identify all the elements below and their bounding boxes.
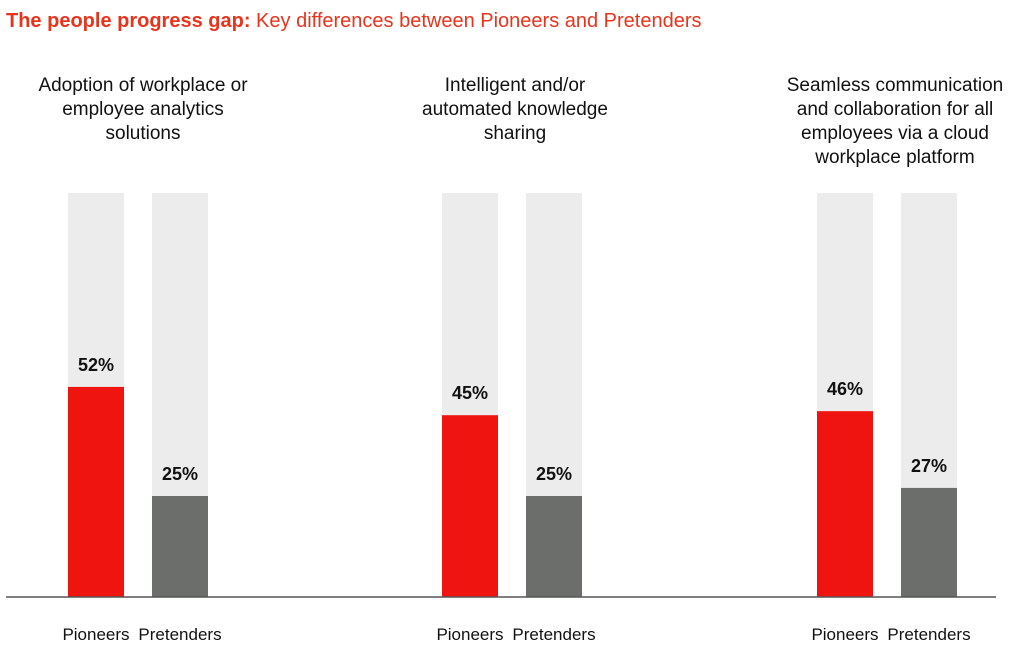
bar-pretenders-3 — [901, 487, 957, 597]
bar-pretenders-1 — [152, 496, 208, 597]
category-label-pioneers-1: Pioneers — [62, 625, 129, 644]
data-label-pretenders-1: 25% — [162, 464, 198, 484]
category-label-pioneers-2: Pioneers — [436, 625, 503, 644]
data-label-pioneers-1: 52% — [78, 355, 114, 375]
category-label-pretenders-1: Pretenders — [138, 625, 221, 644]
bar-pretenders-2 — [526, 496, 582, 597]
bar-pioneers-1 — [68, 386, 124, 597]
bar-pioneers-2 — [442, 415, 498, 597]
group-caption-2: Intelligent and/or automated knowledge s… — [422, 75, 608, 144]
category-label-pretenders-3: Pretenders — [887, 625, 970, 644]
chart-title-rest: Key differences between Pioneers and Pre… — [256, 10, 702, 32]
chart-title-bold: The people progress gap: — [6, 10, 251, 32]
data-label-pioneers-3: 46% — [827, 379, 863, 399]
chart-title: The people progress gap: Key differences… — [6, 10, 702, 33]
category-label-pioneers-3: Pioneers — [811, 625, 878, 644]
group-caption-3: Seamless communication and collaboration… — [786, 75, 1004, 168]
group-caption-1: Adoption of workplace or employee analyt… — [38, 75, 248, 144]
data-label-pioneers-2: 45% — [452, 383, 488, 403]
category-label-pretenders-2: Pretenders — [512, 625, 595, 644]
data-label-pretenders-2: 25% — [536, 464, 572, 484]
bar-pioneers-3 — [817, 411, 873, 597]
data-label-pretenders-3: 27% — [911, 456, 947, 476]
